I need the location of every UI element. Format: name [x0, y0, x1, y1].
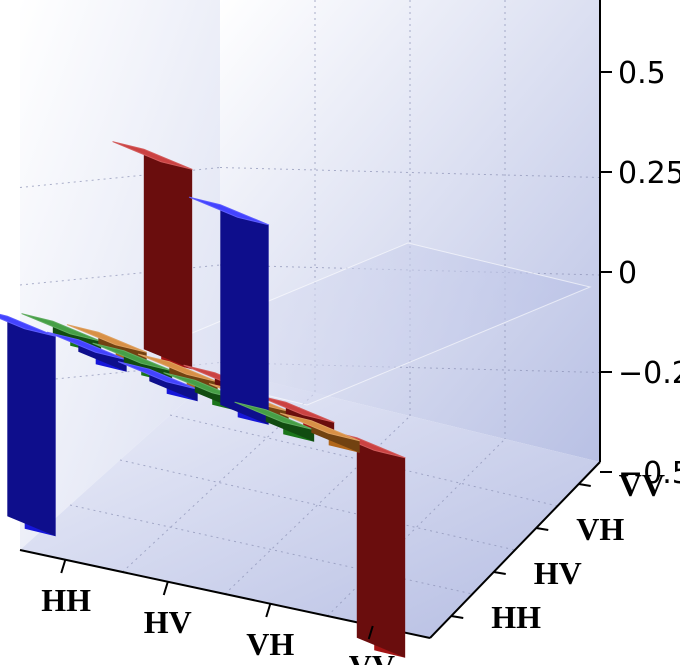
bars-front [21, 141, 361, 453]
bar-top-face [137, 353, 219, 383]
bar-top-face [92, 342, 173, 372]
bar-HH-HV [117, 361, 199, 402]
bar-HH-VV [0, 313, 57, 537]
bar-VV-HH [325, 429, 406, 658]
bar-top-face [234, 401, 315, 431]
bar-side-face [143, 149, 193, 370]
y-tick [536, 527, 549, 531]
bar-top-face [188, 196, 270, 226]
z-axis-ticks: 0.5 0.25 0 −0.25 −0.5 [600, 56, 680, 491]
y-axis-line [429, 461, 601, 639]
y-category-label: VV [619, 467, 665, 503]
bar-side-face [220, 204, 269, 425]
bar-top-face [254, 394, 335, 423]
bar-HV-HH [234, 401, 315, 442]
bar-HH-VH [46, 331, 128, 372]
z-tick-label: 0.5 [618, 56, 666, 91]
bar-VH-HH [279, 412, 361, 453]
gridline [122, 392, 316, 573]
bar-side-face [356, 437, 406, 658]
x-axis-labels: HH HV VH VV [41, 559, 395, 665]
z-tick-label: −0.5 [618, 456, 680, 491]
x-tick [367, 625, 374, 640]
z-tick-label: 0.25 [618, 156, 680, 191]
bars-behind-zero-plane [0, 313, 406, 658]
y-category-label: HV [534, 555, 582, 591]
y-category-label: HH [491, 599, 541, 635]
x-tick [60, 559, 67, 574]
z-tick-label: 0 [618, 256, 637, 291]
bar-top-face [0, 313, 57, 337]
y-tick [451, 615, 464, 619]
gridline [119, 459, 516, 551]
x-category-label: VH [246, 626, 294, 662]
bar-top-face [279, 412, 361, 442]
y-tick [493, 571, 506, 575]
x-tick [265, 603, 272, 618]
gridline [224, 415, 411, 595]
x-category-label: HH [41, 582, 91, 618]
y-category-label: VH [576, 511, 624, 547]
x-tick [162, 581, 169, 596]
bar-top-face [21, 313, 102, 342]
bar-side-face [7, 316, 56, 537]
z-tick-label: −0.25 [618, 356, 680, 391]
bar-top-face [112, 141, 193, 170]
y-tick [578, 483, 591, 487]
chart-box [19, 0, 601, 639]
bar-HH-HH [188, 196, 270, 425]
gridline [69, 504, 473, 595]
floor [20, 370, 600, 638]
bar-top-face [117, 361, 199, 390]
y-axis-labels: HH HV VH VV [451, 467, 665, 635]
bar-top-face [66, 324, 148, 353]
bar-VV-VV [112, 141, 193, 370]
left-wall [20, 0, 220, 550]
bar-top-face [46, 331, 128, 361]
x-category-label: VV [349, 648, 395, 665]
x-category-label: HV [144, 604, 192, 640]
